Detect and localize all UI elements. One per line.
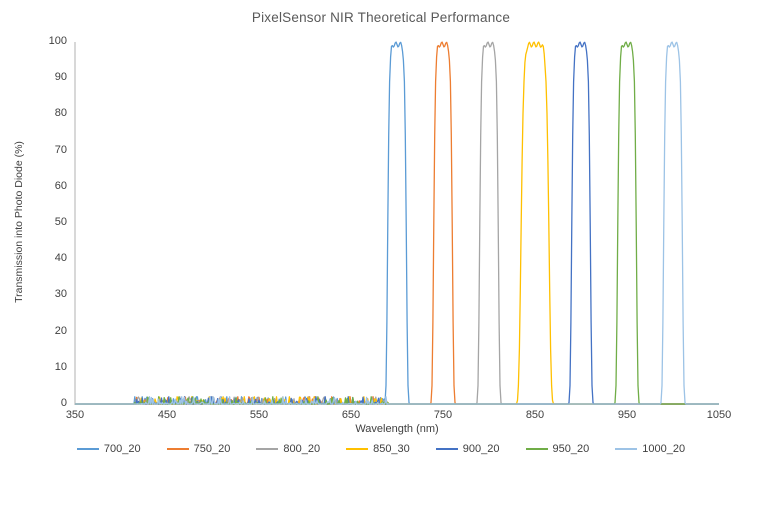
y-tick-label-30: 30 <box>54 288 67 301</box>
y-tick-label-50: 50 <box>54 216 67 228</box>
x-axis-title: Wavelength (nm) <box>355 423 439 435</box>
legend-label-750_20: 750_20 <box>193 443 231 455</box>
x-tick-label-550: 550 <box>249 409 269 421</box>
y-tick-label-0: 0 <box>60 397 67 409</box>
y-tick-label-90: 90 <box>54 71 67 84</box>
legend-item-850_30: 850_30 <box>346 443 410 455</box>
legend-label-900_20: 900_20 <box>462 443 500 455</box>
axes <box>74 42 719 405</box>
series-line-700_20 <box>75 41 719 405</box>
legend-item-700_20: 700_20 <box>76 443 141 455</box>
x-tick-label-450: 450 <box>157 409 177 421</box>
y-tick-label-60: 60 <box>54 179 67 192</box>
series-line-1000_20 <box>75 41 719 405</box>
legend-item-900_20: 900_20 <box>435 443 500 455</box>
legend-label-800_20: 800_20 <box>283 443 321 455</box>
y-tick-label-80: 80 <box>54 107 67 120</box>
legend-label-850_30: 850_30 <box>373 443 410 455</box>
series-line-750_20 <box>75 41 719 405</box>
legend-swatch-750_20 <box>166 448 189 450</box>
legend-swatch-800_20 <box>256 448 279 450</box>
legend-item-950_20: 950_20 <box>525 443 590 455</box>
legend-swatch-900_20 <box>435 448 458 450</box>
legend-swatch-850_30 <box>346 448 369 450</box>
legend: 700_20 750_20 800_20 850_30 900_20 950_20 1000… <box>0 443 762 455</box>
legend-label-1000_20: 1000_20 <box>642 443 686 455</box>
y-tick-label-40: 40 <box>54 252 67 265</box>
series-line-850_30 <box>75 41 719 405</box>
x-tick-label-750: 750 <box>433 409 453 421</box>
x-tick-label-650: 650 <box>341 409 361 421</box>
chart-title: PixelSensor NIR Theoretical Performance <box>251 10 511 25</box>
x-tick-label-1050: 1050 <box>706 409 732 421</box>
y-tick-label-10: 10 <box>54 360 67 373</box>
series-line-800_20 <box>75 41 719 405</box>
legend-swatch-700_20 <box>76 448 99 450</box>
series-line-950_20 <box>75 41 719 405</box>
series-line-900_20 <box>75 41 719 405</box>
x-tick-label-350: 350 <box>65 409 85 421</box>
legend-label-950_20: 950_20 <box>552 443 590 455</box>
legend-item-800_20: 800_20 <box>256 443 320 455</box>
legend-item-1000_20: 1000_20 <box>615 443 685 455</box>
legend-item-750_20: 750_20 <box>166 443 231 455</box>
series-paths <box>75 41 719 405</box>
legend-label-700_20: 700_20 <box>103 443 141 455</box>
x-tick-label-850: 850 <box>525 409 545 421</box>
y-tick-label-20: 20 <box>54 324 67 337</box>
y-tick-label-70: 70 <box>54 143 67 156</box>
x-tick-label-950: 950 <box>617 409 637 421</box>
y-tick-label-100: 100 <box>48 35 67 47</box>
legend-swatch-950_20 <box>525 448 548 450</box>
legend-swatch-1000_20 <box>615 448 638 450</box>
